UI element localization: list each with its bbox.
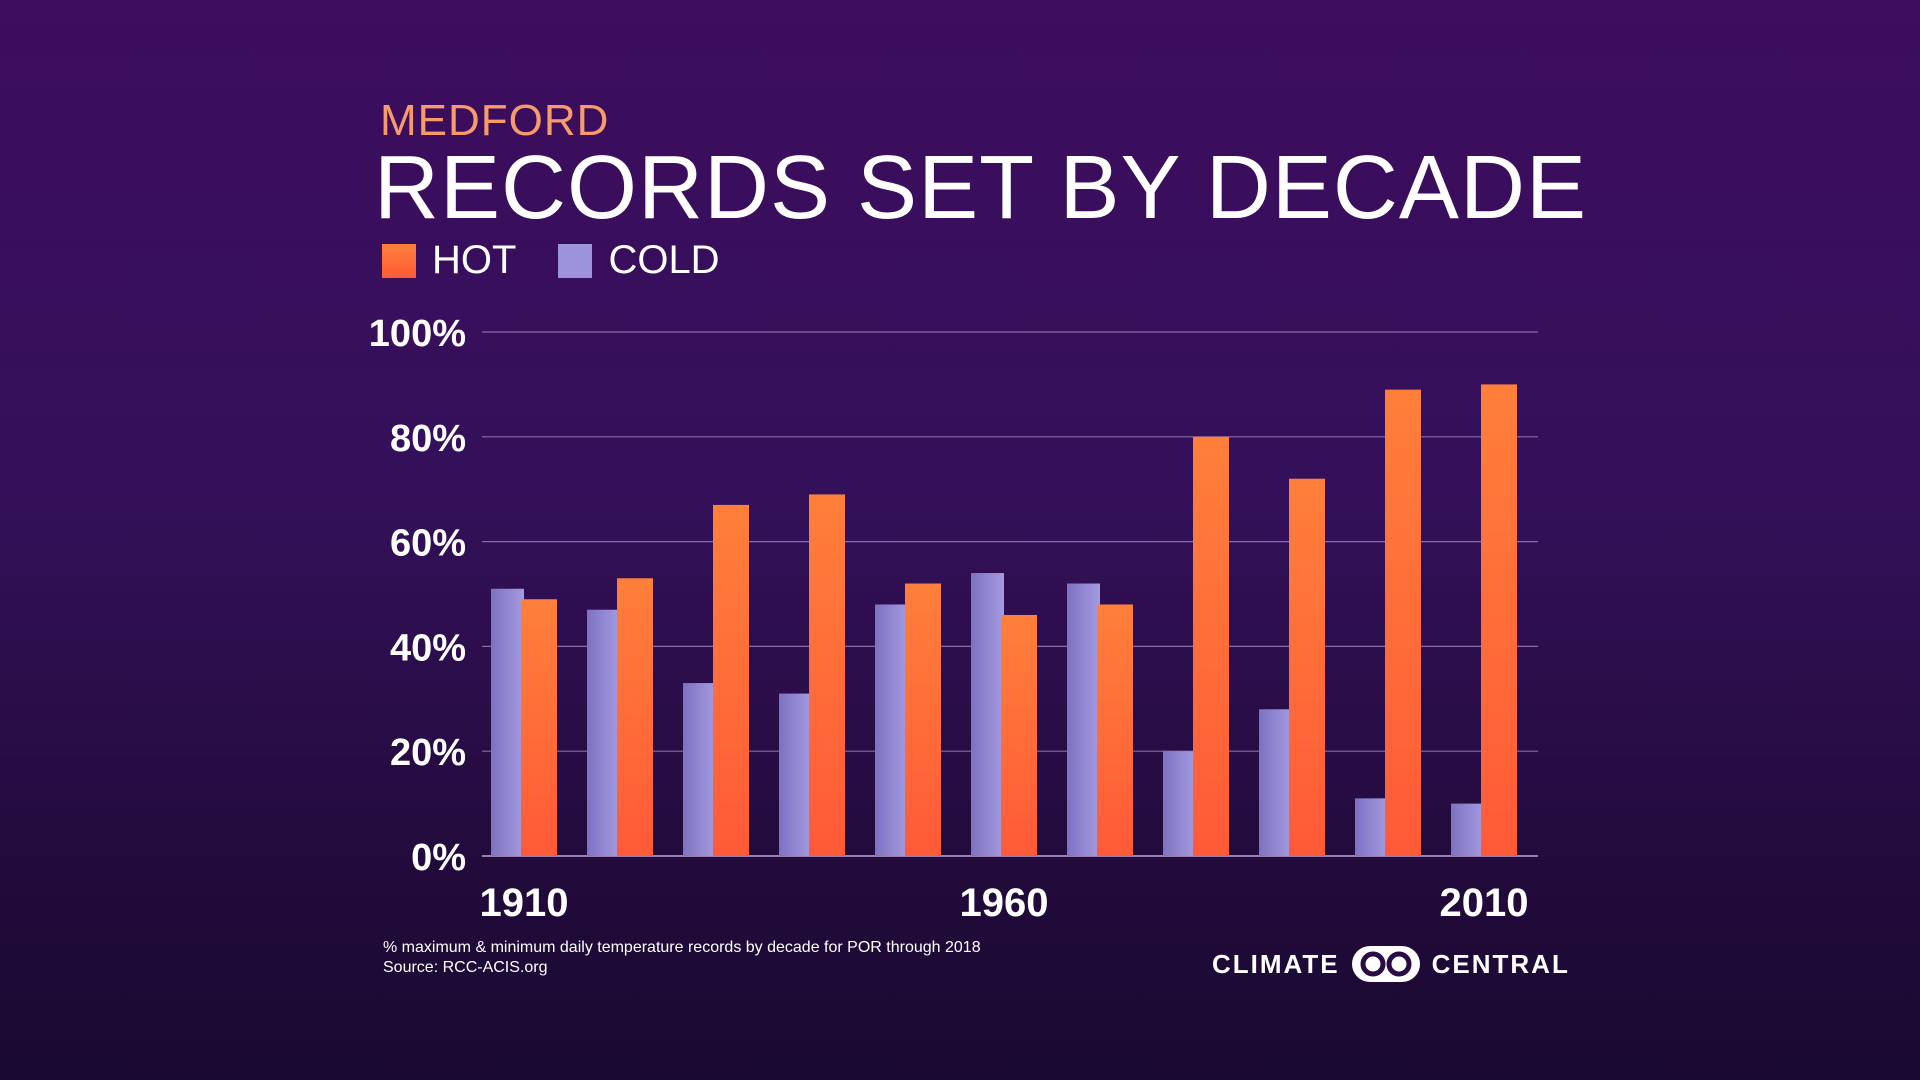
bar-cold — [1451, 803, 1484, 856]
y-tick-label: 40% — [390, 627, 466, 669]
footnote-note: % maximum & minimum daily temperature re… — [383, 939, 981, 956]
climate-central-logo-icon — [1351, 946, 1420, 982]
bar-cold — [683, 683, 716, 856]
footnote: % maximum & minimum daily temperature re… — [383, 938, 981, 978]
bar-hot — [1097, 604, 1133, 856]
bar-cold — [875, 604, 908, 856]
y-tick-label: 60% — [390, 523, 466, 565]
bar-hot — [1001, 614, 1037, 856]
bar-hot — [1193, 436, 1229, 856]
x-tick-label: 2010 — [1440, 881, 1529, 925]
bar-cold — [1355, 798, 1388, 856]
bar-hot — [617, 578, 653, 856]
chart-subtitle: MEDFORD — [380, 96, 610, 145]
bar-hot — [1289, 478, 1325, 856]
axis-labels: 0% 20% 40% 60% 80% 100% 1910 1960 2010 — [369, 313, 1529, 925]
bar-cold — [1067, 583, 1100, 856]
bar-cold — [1163, 751, 1196, 856]
y-tick-label: 0% — [411, 837, 466, 879]
bars — [491, 384, 1517, 856]
bar-cold — [491, 588, 524, 856]
brand-text-left: CLIMATE — [1212, 948, 1340, 979]
legend-label-hot: HOT — [432, 238, 517, 282]
bar-hot — [713, 504, 749, 856]
bar-hot — [521, 599, 557, 856]
bar-hot — [809, 494, 845, 856]
bar-hot — [905, 583, 941, 856]
brand-text-right: CENTRAL — [1431, 948, 1570, 979]
bar-cold — [1259, 709, 1292, 856]
bar-cold — [779, 693, 812, 856]
brand-logo-block: CLIMATE CENTRAL — [1212, 944, 1570, 984]
legend-item-hot: HOT — [382, 238, 516, 283]
y-tick-label: 80% — [390, 418, 466, 460]
chart-legend: HOT COLD — [382, 238, 762, 283]
chart-title: RECORDS SET BY DECADE — [374, 138, 1587, 238]
bar-hot — [1385, 389, 1421, 856]
y-tick-label: 100% — [369, 313, 466, 355]
footnote-source: Source: RCC-ACIS.org — [383, 959, 548, 976]
bar-cold — [587, 609, 620, 856]
legend-swatch-hot — [382, 243, 416, 278]
bar-cold — [971, 573, 1004, 856]
legend-label-cold: COLD — [608, 238, 720, 282]
legend-swatch-cold — [558, 243, 593, 278]
x-tick-label: 1960 — [960, 881, 1049, 925]
legend-item-cold: COLD — [558, 238, 720, 283]
x-tick-label: 1910 — [480, 881, 569, 925]
bar-hot — [1481, 384, 1517, 856]
y-tick-label: 20% — [390, 732, 466, 774]
